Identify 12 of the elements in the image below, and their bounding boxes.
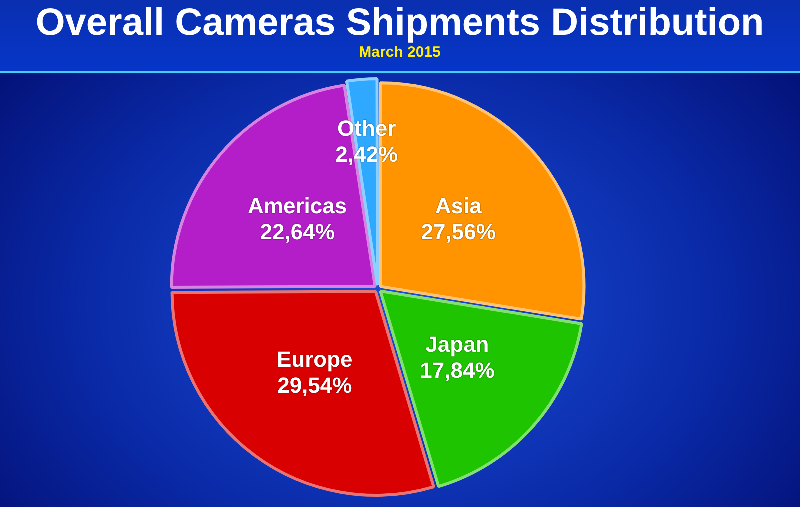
slice-label: Japan <box>426 332 490 357</box>
slice-label: Asia <box>435 193 483 218</box>
slice-label: Other <box>338 116 397 141</box>
data-label: 29,54% <box>278 373 352 398</box>
chart-title: Overall Cameras Shipments Distribution <box>34 1 766 44</box>
chart-subtitle: March 2015 <box>358 43 442 63</box>
data-label: 22,64% <box>260 219 335 244</box>
slice-label: Europe <box>276 347 353 372</box>
slice-label: Americas <box>248 193 348 218</box>
data-label: 2,42% <box>336 142 398 167</box>
data-label: 27,56% <box>421 219 496 244</box>
data-label: 17,84% <box>420 358 495 383</box>
